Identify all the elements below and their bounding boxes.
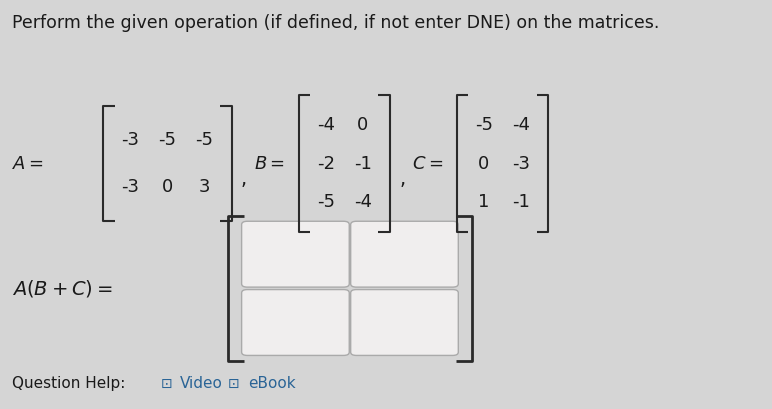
FancyBboxPatch shape bbox=[242, 290, 349, 355]
Text: eBook: eBook bbox=[248, 376, 296, 391]
Text: $B=$: $B=$ bbox=[254, 155, 285, 173]
Text: Video: Video bbox=[181, 376, 223, 391]
Text: -4: -4 bbox=[512, 116, 530, 134]
Text: -5: -5 bbox=[475, 116, 493, 134]
Text: Question Help:: Question Help: bbox=[12, 376, 126, 391]
Text: ,: , bbox=[399, 171, 405, 189]
Text: -2: -2 bbox=[317, 155, 335, 173]
Text: $A(B+C)=$: $A(B+C)=$ bbox=[12, 278, 113, 299]
FancyBboxPatch shape bbox=[350, 221, 459, 287]
Text: -5: -5 bbox=[158, 131, 177, 149]
FancyBboxPatch shape bbox=[242, 221, 349, 287]
FancyBboxPatch shape bbox=[350, 290, 459, 355]
Text: -5: -5 bbox=[317, 193, 335, 211]
Text: ,: , bbox=[241, 171, 247, 189]
Text: ⊡: ⊡ bbox=[161, 377, 172, 391]
Text: $C=$: $C=$ bbox=[412, 155, 443, 173]
Text: -1: -1 bbox=[354, 155, 372, 173]
Text: -3: -3 bbox=[121, 131, 140, 149]
Text: -4: -4 bbox=[317, 116, 335, 134]
Text: Perform the given operation (if defined, if not enter DNE) on the matrices.: Perform the given operation (if defined,… bbox=[12, 14, 659, 32]
Text: 0: 0 bbox=[357, 116, 368, 134]
Text: $A=$: $A=$ bbox=[12, 155, 44, 173]
Text: -1: -1 bbox=[512, 193, 530, 211]
Text: 3: 3 bbox=[199, 178, 210, 196]
Text: -5: -5 bbox=[195, 131, 214, 149]
Text: -3: -3 bbox=[121, 178, 140, 196]
Text: ⊡: ⊡ bbox=[228, 377, 240, 391]
Text: 1: 1 bbox=[479, 193, 489, 211]
Text: -4: -4 bbox=[354, 193, 372, 211]
Text: 0: 0 bbox=[162, 178, 173, 196]
Text: -3: -3 bbox=[512, 155, 530, 173]
Text: 0: 0 bbox=[479, 155, 489, 173]
